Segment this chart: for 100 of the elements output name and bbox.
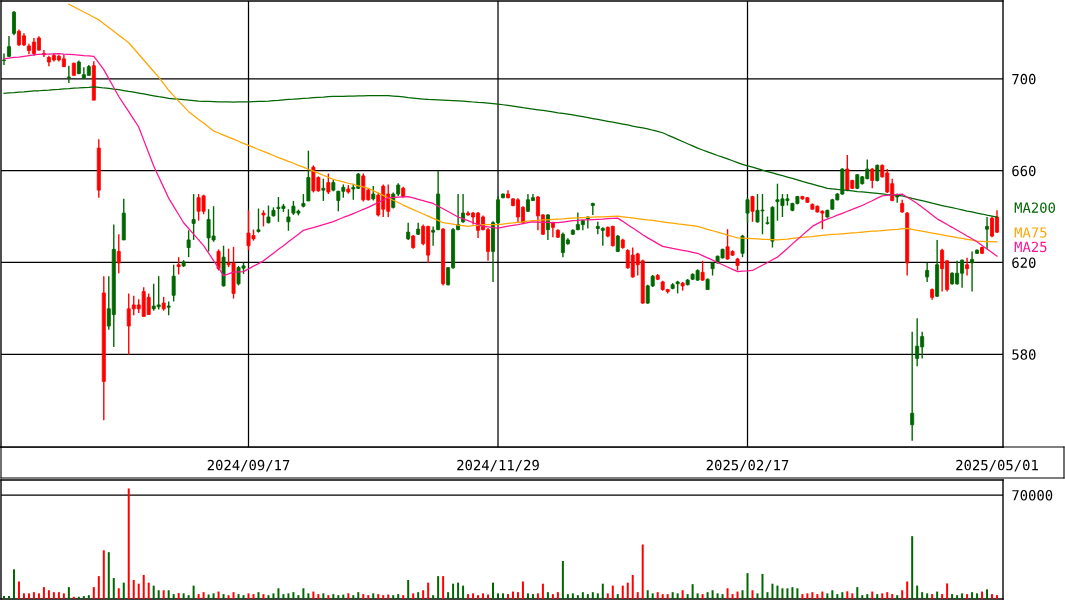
bar [611,585,614,599]
bar [996,595,999,599]
bar [526,593,529,599]
bar [876,594,879,599]
bar [392,595,395,599]
bar [736,591,739,599]
bar [901,590,904,599]
candlestick [66,65,71,84]
bar [616,594,619,599]
candlestick [186,229,191,258]
candlestick [191,193,196,241]
bar [442,576,445,599]
bar [821,591,824,599]
bar [781,588,784,599]
candlestick [171,264,176,303]
candlestick [600,226,605,247]
bar [951,594,954,599]
bar [521,581,524,599]
candlestick [306,149,311,202]
bar [432,595,435,599]
bar [397,594,400,599]
series-label: MA200 [1014,202,1056,213]
bar [452,583,455,599]
bar [531,594,534,599]
bar [417,592,420,599]
bar [681,590,684,599]
candlestick [910,331,915,442]
bar [571,593,574,599]
bar [846,591,849,599]
candlestick [940,247,945,293]
bar [457,582,460,599]
bar [676,593,679,599]
bar [776,585,779,599]
candlestick [915,317,920,367]
bar [541,583,544,599]
bar [911,536,914,599]
bar [492,582,495,599]
bar [926,593,929,599]
candlestick [146,292,151,316]
bar [731,594,734,599]
bar [716,593,719,599]
bar [771,583,774,599]
bar [786,588,789,599]
bar [831,590,834,599]
bar [701,594,704,599]
bar [726,588,729,599]
bar [801,594,804,599]
bar [422,590,425,599]
bar [661,594,664,599]
bar [871,591,874,599]
x-tick-label: 2025/02/17 [706,459,789,472]
bar [706,592,709,599]
bar [886,592,889,599]
bar [766,592,769,599]
bar [502,593,504,599]
bar [656,592,659,599]
bar [497,593,500,599]
bar [586,594,589,599]
bar [791,587,794,599]
bar [741,590,744,599]
bar [686,594,689,599]
bar [596,593,599,599]
bar [906,581,909,599]
bar [931,594,934,599]
y-tick-label: 580 [1012,349,1036,360]
candlestick [326,172,331,195]
bar [946,583,949,599]
candlestick [845,154,850,192]
bar [956,595,959,599]
bar [447,592,450,599]
y-tick-label: 660 [1012,165,1036,177]
x-tick-label: 2024/09/17 [207,459,290,472]
bar [976,593,979,599]
y-tick-label: 70000 [1012,490,1053,501]
bar [826,593,829,599]
bar [576,595,579,599]
y-tick-label: 620 [1012,257,1036,268]
candlestick [745,197,750,224]
bar [696,593,699,599]
candlestick [256,207,261,234]
candlestick [590,202,595,216]
bar [467,594,470,599]
candlestick [286,208,291,232]
bar [836,594,839,599]
candlestick [2,52,6,66]
bar [691,584,694,599]
bar [407,579,410,599]
bar [646,590,649,599]
bar [506,594,509,599]
candlestick [965,257,970,277]
bar [756,593,759,599]
series-label: MA25 [1014,241,1047,253]
bar [721,594,724,599]
bar [626,582,629,599]
candlestick [925,262,930,283]
bar [966,594,969,599]
bar [936,591,939,599]
bar [961,593,964,599]
bar [462,585,465,599]
bar [382,595,385,599]
